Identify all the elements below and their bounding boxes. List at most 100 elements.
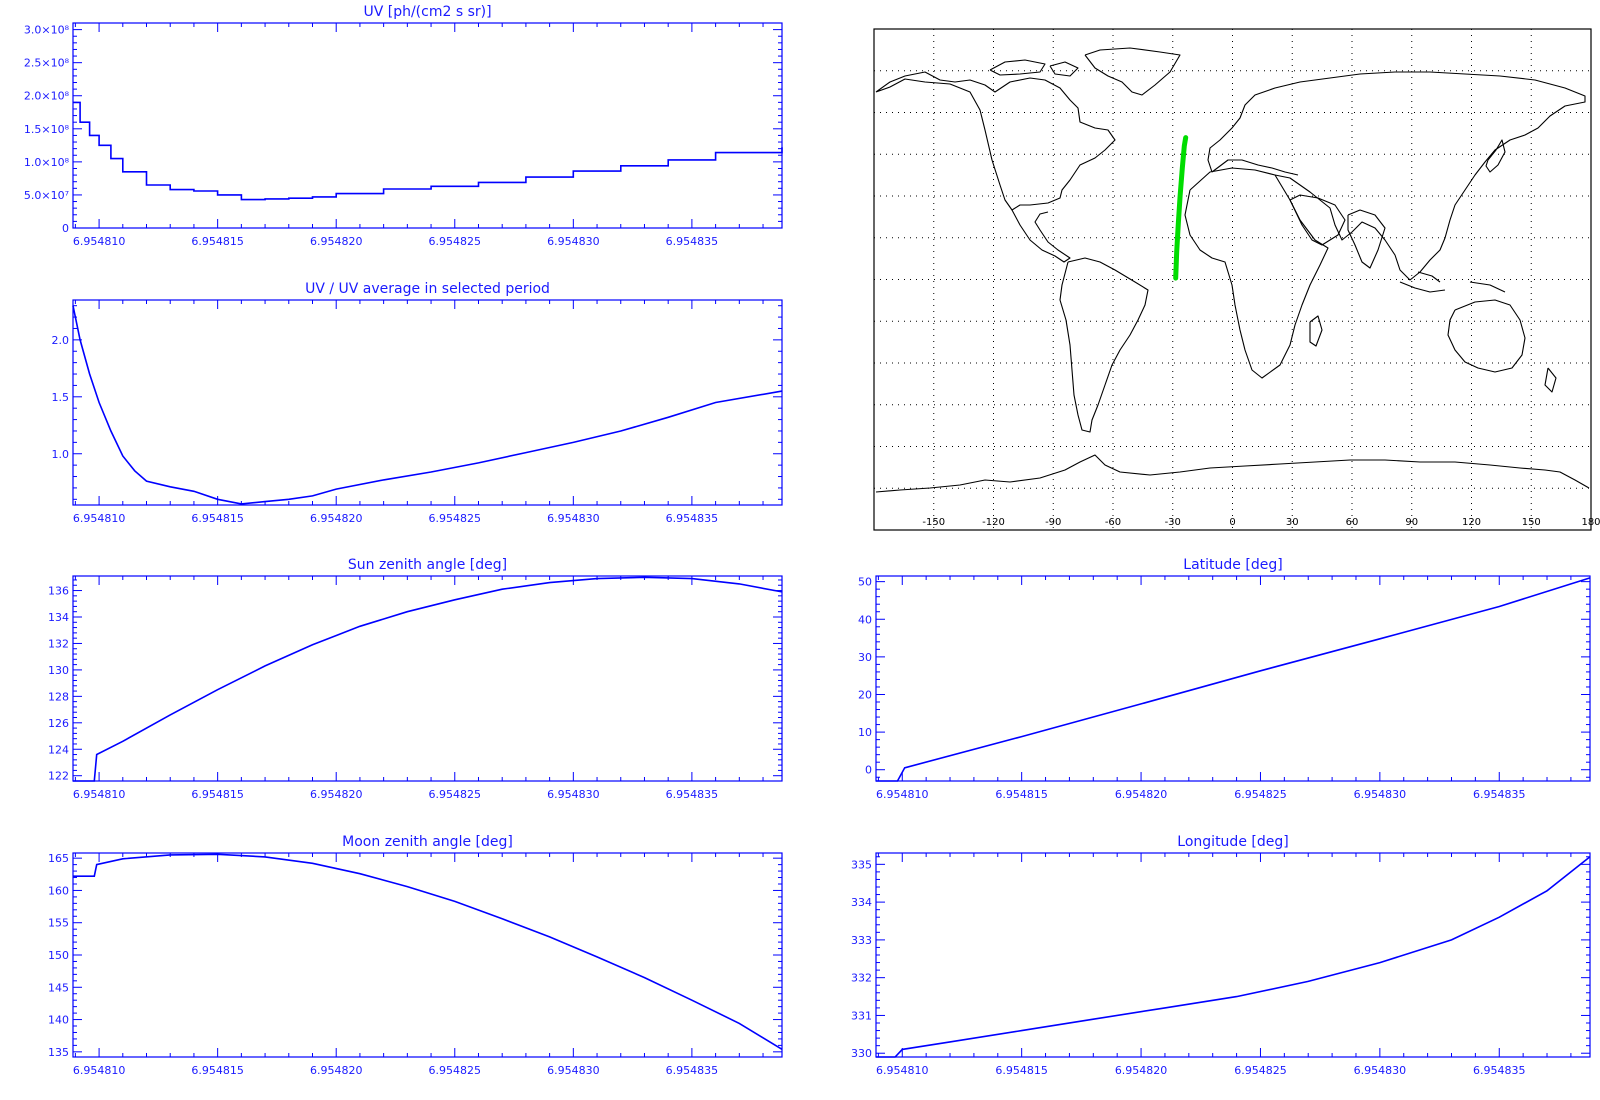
uv-plot: UV [ph/(cm2 s sr)] 6.954810 6.954815 6.954… xyxy=(24,4,783,248)
longitude-tick-label: -120 xyxy=(982,517,1005,528)
longitude-tick-label: -150 xyxy=(922,517,945,528)
y-tick-label: 145 xyxy=(48,981,69,994)
y-tick-label: 30 xyxy=(858,651,872,664)
x-tick-label: 6.954825 xyxy=(1234,1064,1287,1077)
australia-coastline xyxy=(1447,299,1526,373)
x-tick-label: 6.954830 xyxy=(1354,1064,1407,1077)
uv-series-line xyxy=(73,101,783,201)
longitude-tick-label: 90 xyxy=(1405,517,1418,528)
y-tick-label: 332 xyxy=(851,972,872,985)
india-coastline xyxy=(1347,209,1386,269)
y-tick-label: 165 xyxy=(48,852,69,865)
map-coastlines xyxy=(875,47,1590,493)
y-tick-label: 0 xyxy=(865,764,872,777)
y-tick-label: 2.0 xyxy=(52,334,70,347)
antarctica-coastline xyxy=(875,454,1590,493)
x-tick-label: 6.954835 xyxy=(666,788,719,801)
x-tick-label: 6.954825 xyxy=(429,235,482,248)
x-tick-label: 6.954820 xyxy=(1115,1064,1168,1077)
y-tick-label: 40 xyxy=(858,613,872,626)
x-tick-label: 6.954820 xyxy=(1115,788,1168,801)
y-tick-label: 335 xyxy=(851,858,872,871)
y-tick-label: 134 xyxy=(48,611,69,624)
x-tick-label: 6.954820 xyxy=(310,512,363,525)
world-map-frame xyxy=(873,28,1592,531)
x-tick-label: 6.954810 xyxy=(73,512,126,525)
south-america-coastline xyxy=(1059,257,1149,433)
y-tick-label: 5.0×10⁷ xyxy=(24,189,69,202)
world-map: -150 -120 -90 -60 -30 0 30 60 90 120 150 180 xyxy=(873,28,1600,531)
x-tick-label: 6.954825 xyxy=(429,512,482,525)
longitude-tick-label: -30 xyxy=(1165,517,1181,528)
x-tick-label: 6.954835 xyxy=(666,1064,719,1077)
y-tick-label: 130 xyxy=(48,664,69,677)
y-tick-label: 20 xyxy=(858,688,872,701)
x-tick-label: 6.954835 xyxy=(666,512,719,525)
x-tick-label: 6.954825 xyxy=(429,788,482,801)
x-tick-label: 6.954810 xyxy=(73,788,126,801)
x-tick-label: 6.954830 xyxy=(1354,788,1407,801)
x-tick-label: 6.954815 xyxy=(191,788,244,801)
uv-plot-frame xyxy=(72,22,783,229)
x-tick-label: 6.954810 xyxy=(73,1064,126,1077)
y-tick-label: 50 xyxy=(858,576,872,589)
x-tick-label: 6.954830 xyxy=(547,512,600,525)
y-tick-label: 334 xyxy=(851,896,872,909)
latitude-series-line xyxy=(876,577,1591,782)
x-tick-label: 6.954820 xyxy=(310,235,363,248)
y-tick-label: 1.0 xyxy=(52,448,70,461)
x-tick-label: 6.954820 xyxy=(310,788,363,801)
y-tick-label: 160 xyxy=(48,884,69,897)
moon-zenith-plot-frame xyxy=(72,852,783,1058)
y-tick-label: 331 xyxy=(851,1009,872,1022)
y-tick-label: 155 xyxy=(48,917,69,930)
y-tick-label: 150 xyxy=(48,949,69,962)
madagascar-coastline xyxy=(1309,315,1323,347)
moon-zenith-plot-title: Moon zenith angle [deg] xyxy=(342,834,513,850)
x-tick-label: 6.954835 xyxy=(1473,788,1526,801)
y-tick-label: 1.5 xyxy=(52,391,70,404)
x-tick-label: 6.954835 xyxy=(1473,1064,1526,1077)
longitude-tick-label: -60 xyxy=(1105,517,1121,528)
longitude-tick-label: 30 xyxy=(1286,517,1299,528)
uv-plot-title: UV [ph/(cm2 s sr)] xyxy=(363,4,491,20)
central-america-coastline xyxy=(1011,209,1071,263)
y-tick-label: 10 xyxy=(858,726,872,739)
latitude-plot-title: Latitude [deg] xyxy=(1183,557,1282,573)
x-tick-label: 6.954815 xyxy=(995,788,1048,801)
longitude-plot-title: Longitude [deg] xyxy=(1177,834,1288,850)
longitude-plot: Longitude [deg] 6.954810 6.954815 6.954820… xyxy=(851,834,1591,1077)
y-tick-label: 330 xyxy=(851,1047,872,1060)
africa-coastline xyxy=(1184,167,1329,379)
x-tick-label: 6.954830 xyxy=(547,1064,600,1077)
eurasia-coastline xyxy=(1207,71,1586,281)
x-tick-label: 6.954815 xyxy=(191,235,244,248)
y-tick-label: 135 xyxy=(48,1046,69,1059)
y-tick-label: 124 xyxy=(48,743,69,756)
y-tick-label: 1.5×10⁸ xyxy=(24,123,70,136)
y-tick-label: 333 xyxy=(851,934,872,947)
sun-zenith-series-line xyxy=(73,576,783,782)
arabia-coastline xyxy=(1289,194,1346,246)
y-tick-label: 126 xyxy=(48,717,69,730)
x-tick-label: 6.954830 xyxy=(547,788,600,801)
x-tick-label: 6.954810 xyxy=(73,235,126,248)
longitude-tick-label: 0 xyxy=(1229,517,1235,528)
y-tick-label: 2.5×10⁸ xyxy=(24,57,70,70)
latitude-plot-frame xyxy=(875,575,1591,782)
y-tick-label: 2.0×10⁸ xyxy=(24,90,70,103)
x-tick-label: 6.954815 xyxy=(191,512,244,525)
x-tick-label: 6.954830 xyxy=(547,235,600,248)
uv-ratio-plot: UV / UV average in selected period 6.954… xyxy=(52,281,783,525)
new-zealand-coastline xyxy=(1544,367,1557,393)
x-tick-label: 6.954820 xyxy=(310,1064,363,1077)
uv-ratio-plot-title: UV / UV average in selected period xyxy=(305,281,550,297)
sun-zenith-plot: Sun zenith angle [deg] 6.954810 6.954815 6… xyxy=(48,557,783,801)
y-tick-label: 0 xyxy=(62,222,69,235)
sun-zenith-plot-frame xyxy=(72,575,783,782)
satellite-ground-track xyxy=(1173,135,1189,281)
y-tick-label: 122 xyxy=(48,770,69,783)
x-tick-label: 6.954825 xyxy=(1234,788,1287,801)
x-tick-label: 6.954815 xyxy=(191,1064,244,1077)
